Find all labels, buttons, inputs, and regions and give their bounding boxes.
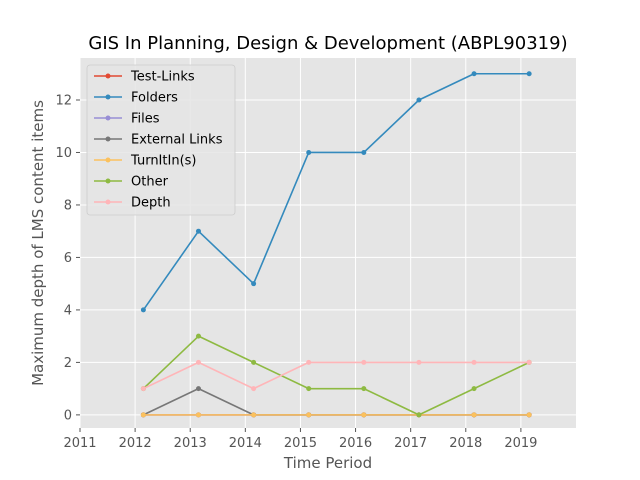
x-tick-label: 2015 xyxy=(284,436,317,451)
legend-label: Files xyxy=(131,112,160,127)
data-point-folders xyxy=(195,228,201,234)
y-tick-label: 12 xyxy=(55,93,72,108)
data-point-other xyxy=(251,359,257,365)
data-point-folders xyxy=(251,281,257,287)
data-point-depth xyxy=(416,359,422,365)
legend-swatch-marker xyxy=(105,115,111,121)
data-point-folders xyxy=(471,71,477,77)
data-point-depth xyxy=(361,359,367,365)
legend-item-test-links: Test-Links xyxy=(94,70,195,85)
series-line-depth xyxy=(143,361,530,390)
legend-item-other: Other xyxy=(94,175,169,190)
x-tick-label: 2018 xyxy=(449,436,482,451)
data-point-turnitin-s xyxy=(471,412,477,418)
x-tick-label: 2013 xyxy=(174,436,207,451)
data-point-folders xyxy=(306,149,312,155)
data-point-other xyxy=(416,412,422,418)
legend-swatch-marker xyxy=(105,136,111,142)
legend-label: Depth xyxy=(131,196,171,211)
data-point-other xyxy=(361,386,367,392)
x-tick-label: 2017 xyxy=(394,436,427,451)
x-tick-label: 2012 xyxy=(119,436,152,451)
legend-swatch-marker xyxy=(105,157,111,163)
series-turnitin-s xyxy=(140,412,532,418)
legend-box xyxy=(86,64,236,216)
legend-item-depth: Depth xyxy=(94,196,171,211)
y-axis-label: Maximum depth of LMS content items xyxy=(29,100,47,386)
legend-item-external-links: External Links xyxy=(94,133,223,148)
x-tick-label: 2016 xyxy=(339,436,372,451)
y-tick-label: 6 xyxy=(64,251,72,266)
data-point-depth xyxy=(140,386,146,392)
data-point-depth xyxy=(526,359,532,365)
legend-swatch-marker xyxy=(105,199,111,205)
y-tick-label: 2 xyxy=(64,356,72,371)
data-point-turnitin-s xyxy=(195,412,201,418)
data-point-turnitin-s xyxy=(306,412,312,418)
data-point-depth xyxy=(251,386,257,392)
series-depth xyxy=(140,359,532,392)
legend-item-folders: Folders xyxy=(94,91,178,106)
data-point-other xyxy=(471,386,477,392)
chart-title: GIS In Planning, Design & Development (A… xyxy=(88,33,567,54)
x-tick-label: 2011 xyxy=(63,436,96,451)
x-tick-label: 2019 xyxy=(504,436,537,451)
legend-swatch-marker xyxy=(105,178,111,184)
data-point-depth xyxy=(471,359,477,365)
legend-label: TurnItIn(s) xyxy=(130,154,196,169)
data-point-depth xyxy=(306,359,312,365)
x-tick-label: 2014 xyxy=(229,436,262,451)
legend-label: Folders xyxy=(131,91,178,106)
legend-swatch-marker xyxy=(105,94,111,100)
data-point-external-links xyxy=(195,386,201,392)
legend-swatch-marker xyxy=(105,73,111,79)
series-folders xyxy=(140,71,532,313)
series-line-folders xyxy=(142,72,530,311)
data-point-other xyxy=(306,386,312,392)
data-point-turnitin-s xyxy=(361,412,367,418)
data-point-folders xyxy=(140,307,146,313)
legend-item-files: Files xyxy=(94,112,160,127)
data-point-folders xyxy=(526,71,532,77)
data-point-turnitin-s xyxy=(251,412,257,418)
y-tick-label: 10 xyxy=(55,146,72,161)
legend-label: Test-Links xyxy=(130,70,195,85)
series-line-other xyxy=(142,335,530,416)
data-point-folders xyxy=(361,149,367,155)
legend-item-turnitin-s: TurnItIn(s) xyxy=(94,154,196,169)
data-point-folders xyxy=(416,97,422,103)
y-tick-label: 4 xyxy=(64,303,72,318)
series-layer xyxy=(140,71,532,418)
data-point-turnitin-s xyxy=(526,412,532,418)
legend-label: External Links xyxy=(131,133,223,148)
data-point-depth xyxy=(195,359,201,365)
y-tick-labels: 0 2 4 6 8 10 12 xyxy=(55,93,80,423)
y-tick-label: 8 xyxy=(64,198,72,213)
legend-label: Other xyxy=(131,175,169,190)
data-point-other xyxy=(195,333,201,339)
legend: Test-Links Folders Files External Links Turn… xyxy=(86,64,236,216)
data-point-turnitin-s xyxy=(140,412,146,418)
x-axis-label: Time Period xyxy=(283,454,372,472)
x-tick-labels: 2011 2012 2013 2014 2015 2016 2017 2018 2019 xyxy=(63,428,537,451)
y-tick-label: 0 xyxy=(64,408,72,423)
